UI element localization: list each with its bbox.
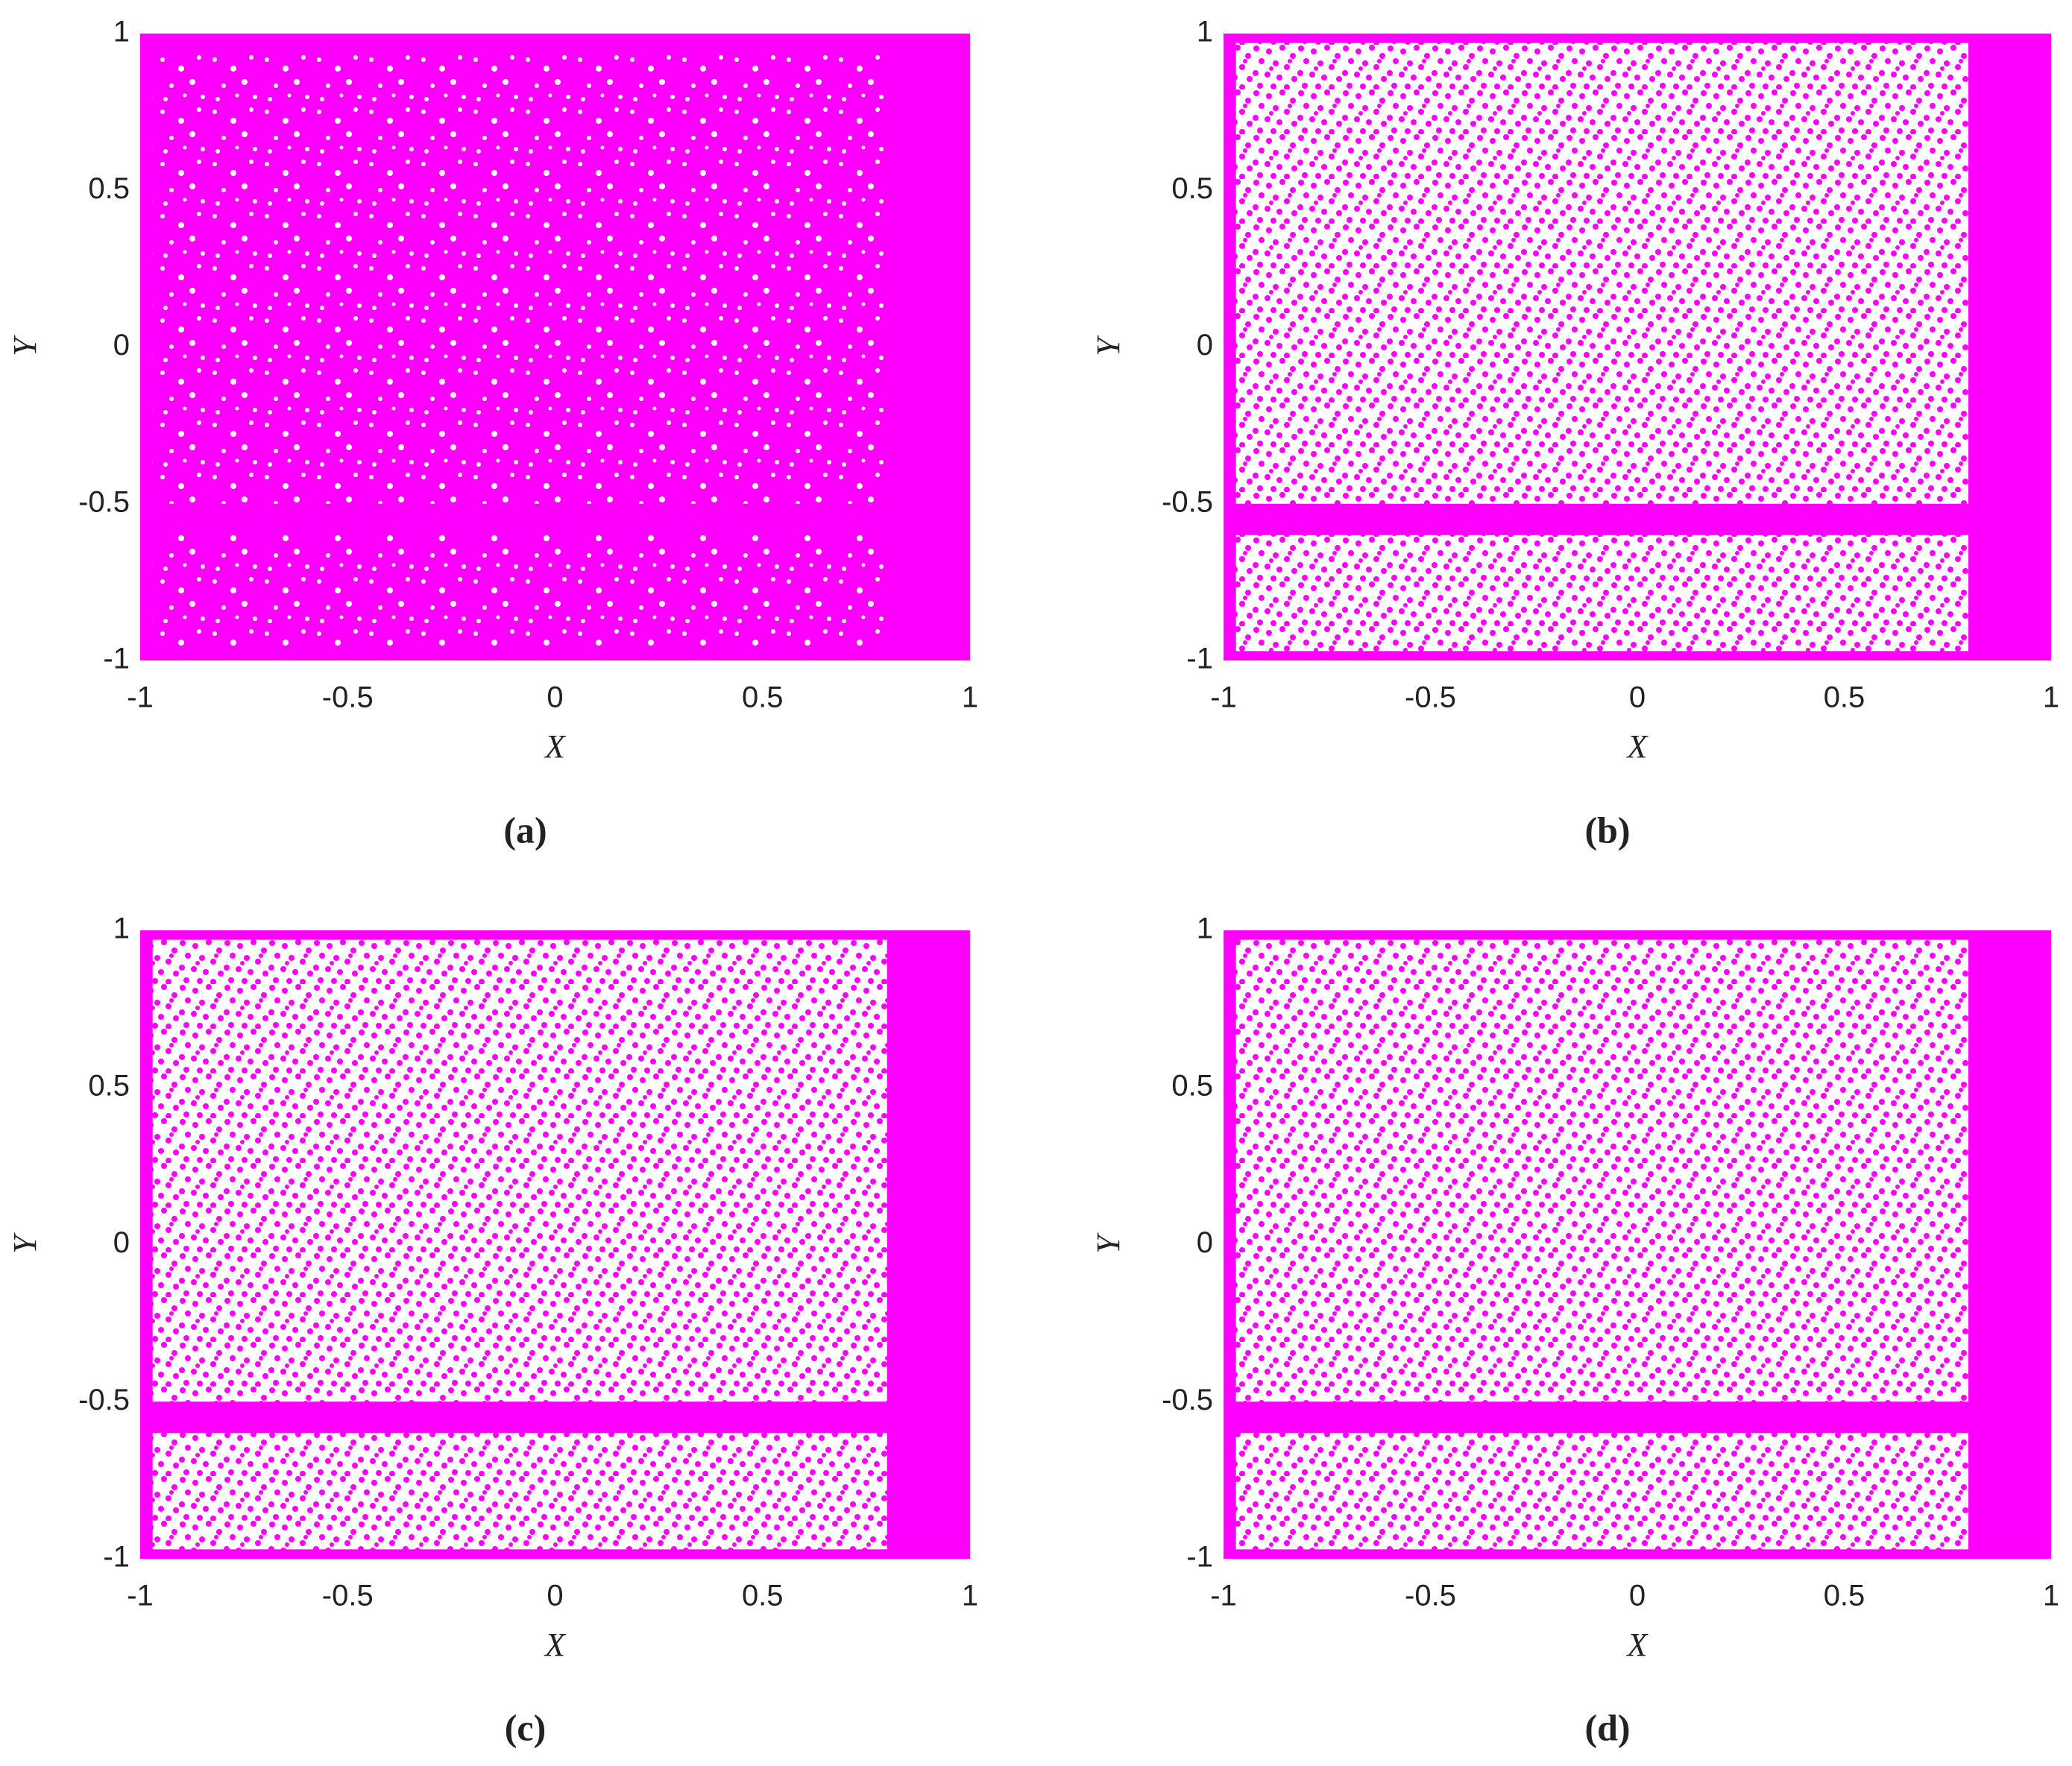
y-tick-label: 1	[113, 912, 130, 945]
panel-label: (d)	[1584, 1706, 1630, 1748]
x-tick-label: 1	[962, 1580, 978, 1612]
point-region	[152, 534, 887, 652]
point-region	[152, 939, 887, 1402]
x-tick-label: -1	[127, 681, 154, 714]
x-tick-label: 0.5	[1824, 681, 1865, 714]
y-tick-label: 0	[1197, 329, 1213, 362]
x-tick-label: 0.5	[1824, 1580, 1865, 1612]
y-tick-label: -0.5	[1162, 1384, 1213, 1416]
point-region	[1235, 939, 1968, 1402]
x-tick-label: 1	[2043, 1580, 2059, 1612]
x-tick-label: 1	[2043, 681, 2059, 714]
y-tick-label: 1	[1197, 912, 1213, 945]
point-region	[152, 49, 887, 504]
point-region	[1235, 534, 1968, 652]
y-axis-label: Y	[1090, 1232, 1127, 1254]
y-tick-label: 1	[1197, 16, 1213, 48]
x-tick-label: -1	[1210, 1580, 1237, 1612]
point-region	[152, 1433, 887, 1550]
y-axis-label: Y	[1090, 335, 1127, 356]
x-tick-label: 1	[962, 681, 978, 714]
x-axis-label: X	[1626, 1627, 1649, 1663]
y-tick-label: -1	[1186, 643, 1213, 675]
x-tick-label: 0	[547, 681, 563, 714]
y-tick-label: -0.5	[78, 1384, 130, 1416]
y-axis-label: Y	[7, 1232, 43, 1254]
y-tick-label: 0	[1197, 1226, 1213, 1259]
panel-label: (b)	[1584, 809, 1630, 851]
x-tick-label: 0.5	[742, 1580, 784, 1612]
x-tick-label: -1	[127, 1580, 154, 1612]
panel-label: (c)	[505, 1706, 547, 1748]
panel-label: (a)	[503, 809, 547, 851]
y-tick-label: -1	[103, 1541, 130, 1574]
y-tick-label: 0.5	[88, 172, 130, 205]
point-region	[1235, 1433, 1968, 1550]
x-tick-label: -0.5	[322, 1580, 374, 1612]
y-tick-label: -1	[103, 643, 130, 675]
x-axis-label: X	[544, 1627, 567, 1663]
y-tick-label: 0.5	[88, 1069, 130, 1102]
y-axis-label: Y	[7, 335, 43, 356]
y-tick-label: 0.5	[1171, 1069, 1213, 1102]
x-tick-label: 0	[1629, 681, 1646, 714]
y-tick-label: 1	[113, 16, 130, 48]
y-tick-label: -0.5	[1162, 485, 1213, 518]
x-axis-label: X	[544, 728, 567, 765]
y-tick-label: 0.5	[1171, 172, 1213, 205]
y-tick-label: 0	[113, 1226, 130, 1259]
x-tick-label: -0.5	[1405, 1580, 1456, 1612]
x-tick-label: 0	[547, 1580, 563, 1612]
point-region	[1235, 42, 1968, 504]
y-tick-label: -1	[1186, 1541, 1213, 1574]
x-tick-label: -0.5	[1405, 681, 1456, 714]
x-tick-label: -1	[1210, 681, 1237, 714]
x-tick-label: 0	[1629, 1580, 1646, 1612]
x-tick-label: -0.5	[322, 681, 374, 714]
x-tick-label: 0.5	[742, 681, 784, 714]
y-tick-label: -0.5	[78, 485, 130, 518]
y-tick-label: 0	[113, 329, 130, 362]
x-axis-label: X	[1626, 728, 1649, 765]
